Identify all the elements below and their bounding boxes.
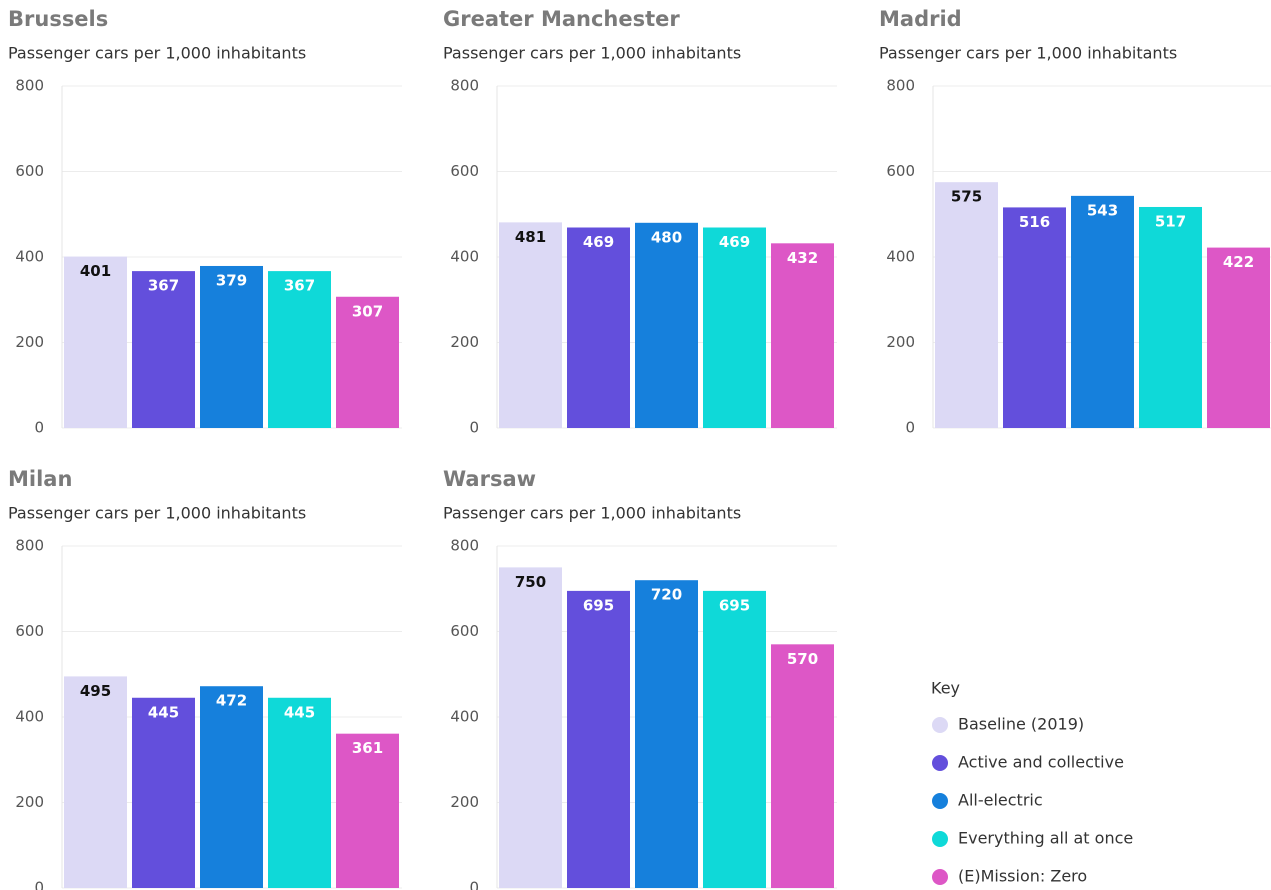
y-tick-label: 0 [905, 419, 915, 437]
y-tick-label: 600 [450, 622, 479, 640]
y-tick-label: 200 [15, 333, 44, 351]
y-tick-label: 600 [886, 162, 915, 180]
y-tick-label: 200 [450, 333, 479, 351]
bar [1071, 195, 1134, 428]
bar [1207, 247, 1270, 428]
bar [132, 697, 195, 888]
y-tick-label: 200 [450, 793, 479, 811]
bar [703, 227, 766, 428]
y-tick-label: 400 [450, 248, 479, 266]
bar [200, 686, 263, 888]
bar [268, 697, 331, 888]
value-label: 495 [80, 682, 111, 700]
bar [200, 265, 263, 428]
y-tick-label: 0 [469, 879, 479, 890]
chart-subtitle: Passenger cars per 1,000 inhabitants [879, 44, 1177, 63]
y-tick-label: 800 [450, 77, 479, 95]
chart-title: Warsaw [443, 467, 536, 491]
value-label: 367 [148, 277, 179, 295]
value-label: 445 [284, 703, 315, 721]
value-label: 445 [148, 703, 179, 721]
y-tick-label: 800 [15, 537, 44, 555]
y-tick-label: 200 [15, 793, 44, 811]
value-label: 432 [787, 249, 818, 267]
chart-title: Greater Manchester [443, 7, 680, 31]
bar [1003, 207, 1066, 428]
chart-subtitle: Passenger cars per 1,000 inhabitants [8, 504, 306, 523]
value-label: 516 [1019, 213, 1050, 231]
chart-title: Milan [8, 467, 72, 491]
y-tick-label: 400 [886, 248, 915, 266]
value-label: 695 [583, 596, 614, 614]
y-tick-label: 400 [15, 708, 44, 726]
legend-swatch [932, 869, 948, 885]
chart-subtitle: Passenger cars per 1,000 inhabitants [443, 504, 741, 523]
value-label: 575 [951, 188, 982, 206]
value-label: 480 [651, 228, 682, 246]
bar [336, 296, 399, 428]
legend-label: (E)Mission: Zero [958, 867, 1087, 886]
value-label: 469 [719, 233, 750, 251]
y-tick-label: 800 [15, 77, 44, 95]
y-tick-label: 0 [34, 879, 44, 890]
bar [1139, 206, 1202, 428]
legend-swatch [932, 831, 948, 847]
value-label: 469 [583, 233, 614, 251]
bar [635, 222, 698, 428]
chart-title: Madrid [879, 7, 962, 31]
bar [336, 733, 399, 888]
y-tick-label: 800 [450, 537, 479, 555]
y-tick-label: 600 [15, 622, 44, 640]
value-label: 543 [1087, 201, 1118, 219]
bar [268, 271, 331, 428]
value-label: 422 [1223, 253, 1254, 271]
legend-swatch [932, 755, 948, 771]
value-label: 367 [284, 277, 315, 295]
bar [499, 567, 562, 888]
value-label: 401 [80, 262, 111, 280]
bar [635, 580, 698, 888]
y-tick-label: 0 [469, 419, 479, 437]
value-label: 472 [216, 692, 247, 710]
legend-title: Key [931, 679, 960, 698]
y-tick-label: 400 [450, 708, 479, 726]
y-tick-label: 200 [886, 333, 915, 351]
legend-label: Active and collective [958, 753, 1124, 772]
bar [64, 256, 127, 428]
bar [703, 590, 766, 888]
value-label: 570 [787, 650, 818, 668]
value-label: 361 [352, 739, 383, 757]
bar [771, 644, 834, 888]
y-tick-label: 600 [15, 162, 44, 180]
bar [499, 222, 562, 428]
value-label: 720 [651, 586, 682, 604]
value-label: 307 [352, 302, 383, 320]
bar [935, 182, 998, 428]
y-tick-label: 0 [34, 419, 44, 437]
chart-title: Brussels [8, 7, 108, 31]
y-tick-label: 400 [15, 248, 44, 266]
bar [771, 243, 834, 428]
value-label: 750 [515, 573, 546, 591]
value-label: 695 [719, 596, 750, 614]
bar [64, 676, 127, 888]
legend-swatch [932, 717, 948, 733]
y-tick-label: 800 [886, 77, 915, 95]
legend-label: Baseline (2019) [958, 715, 1084, 734]
legend-label: Everything all at once [958, 829, 1133, 848]
value-label: 517 [1155, 212, 1186, 230]
bar [132, 271, 195, 428]
chart-subtitle: Passenger cars per 1,000 inhabitants [8, 44, 306, 63]
bar [567, 590, 630, 888]
y-tick-label: 600 [450, 162, 479, 180]
value-label: 379 [216, 271, 247, 289]
bar [567, 227, 630, 428]
legend-swatch [932, 793, 948, 809]
legend-label: All-electric [958, 791, 1043, 810]
value-label: 481 [515, 228, 546, 246]
chart-subtitle: Passenger cars per 1,000 inhabitants [443, 44, 741, 63]
